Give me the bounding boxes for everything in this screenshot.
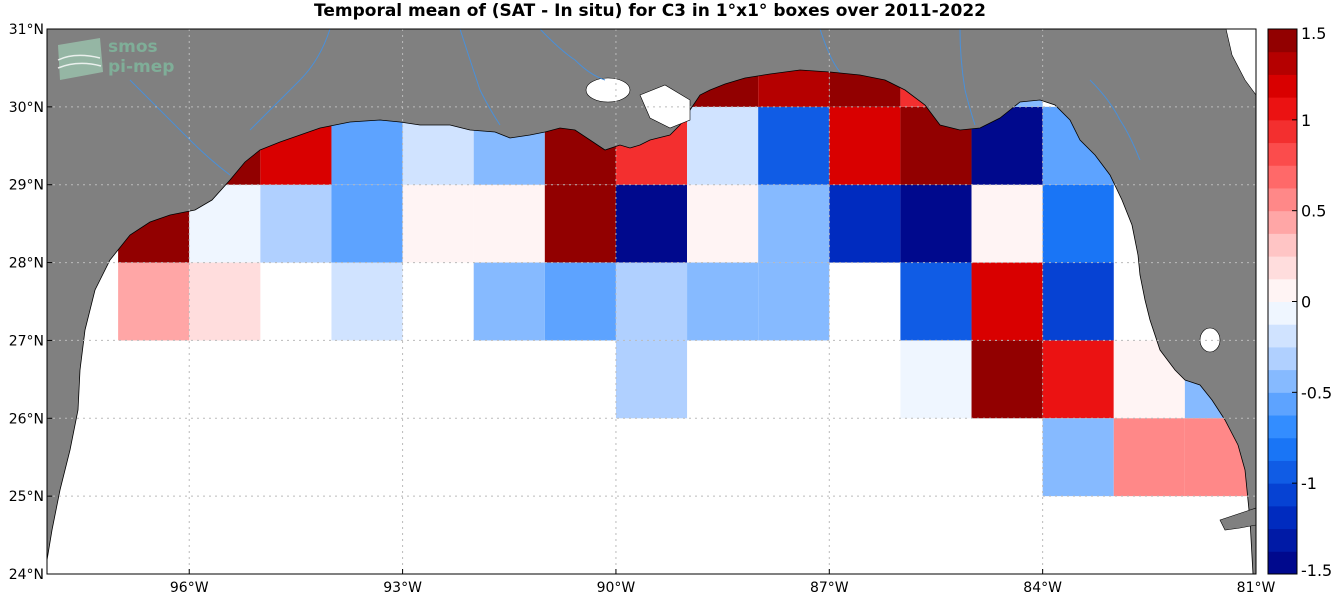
- colorbar-step: [1268, 210, 1297, 234]
- colorbar-tick-label: -1.5: [1301, 561, 1332, 580]
- florida-keys-land: [1219, 507, 1256, 531]
- lon-tick-label: 87°W: [810, 580, 849, 594]
- heatmap-cell: [971, 340, 1043, 419]
- colorbar-step: [1268, 324, 1297, 348]
- heatmap-cell: [260, 184, 332, 263]
- colorbar-step: [1268, 51, 1297, 75]
- lat-tick-label: 29°N: [9, 178, 44, 194]
- heatmap-cell: [758, 106, 830, 185]
- lat-tick-label: 27°N: [9, 333, 44, 349]
- colorbar-tick-label: 1.5: [1301, 24, 1326, 43]
- lat-tick-label: 30°N: [9, 100, 44, 116]
- lat-tick-label: 25°N: [9, 489, 44, 505]
- heatmap-cell: [615, 184, 688, 263]
- colorbar-step: [1268, 346, 1297, 371]
- logo-line1: smos: [108, 37, 158, 57]
- colorbar-step: [1268, 278, 1297, 302]
- atlantic-corner-water: [1225, 29, 1256, 96]
- colorbar-step: [1268, 437, 1297, 461]
- colorbar-step: [1268, 97, 1297, 121]
- colorbar-step: [1268, 483, 1297, 507]
- heatmap-cell: [1042, 184, 1114, 263]
- heatmap-cell: [473, 184, 545, 263]
- heatmap-cell: [829, 106, 901, 185]
- lon-tick-label: 93°W: [383, 580, 422, 594]
- lat-tick-label: 26°N: [9, 411, 44, 427]
- us-gulf-coast-land: [47, 29, 1256, 574]
- heatmap-cell: [1113, 418, 1185, 497]
- rivers: [129, 29, 1141, 176]
- heatmap-cell: [687, 184, 759, 263]
- colorbar-tick-label: -1: [1301, 474, 1317, 493]
- logo-flag-icon: [58, 38, 103, 80]
- colorbar-step: [1268, 528, 1297, 552]
- colorbar-step: [1268, 142, 1297, 166]
- lat-tick-label: 28°N: [9, 256, 44, 272]
- heatmap-cell: [1042, 262, 1114, 341]
- heatmap-cell: [900, 340, 972, 419]
- heatmap-cell: [331, 184, 403, 263]
- colorbar-step: [1268, 301, 1297, 325]
- heatmap-cell: [971, 184, 1043, 263]
- heatmap-cell: [687, 106, 759, 185]
- lat-axis: 24°N 25°N 26°N 27°N 28°N 29°N 30°N 31°N: [9, 22, 52, 583]
- colorbar-tick-label: 0.5: [1301, 202, 1326, 221]
- lat-tick-label: 31°N: [9, 22, 44, 38]
- heatmap-cell: [900, 262, 972, 341]
- colorbar-step: [1268, 392, 1297, 416]
- colorbar-step: [1268, 460, 1297, 484]
- heatmap-cell: [189, 262, 261, 341]
- colorbar-step: [1268, 119, 1297, 144]
- colorbar-step: [1268, 74, 1297, 98]
- lon-tick-label: 96°W: [170, 580, 209, 594]
- colorbar-step: [1268, 165, 1297, 189]
- colorbar-step: [1268, 256, 1297, 280]
- colorbar-step: [1268, 187, 1297, 212]
- plot-frame: [46, 28, 1257, 575]
- colorbar-tick-label: 1: [1301, 111, 1311, 130]
- lat-tick-label: 24°N: [9, 567, 44, 583]
- colorbar-step: [1268, 369, 1297, 393]
- heatmap-cell: [615, 340, 688, 419]
- map-title: Temporal mean of (SAT - In situ) for C3 …: [314, 1, 986, 21]
- heatmap-cell: [544, 262, 616, 341]
- lon-tick-label: 84°W: [1023, 580, 1062, 594]
- colorbar-step: [1268, 505, 1297, 530]
- colorbar-step: [1268, 233, 1297, 257]
- heatmap-cell: [331, 262, 403, 341]
- heatmap-cell: [829, 184, 901, 263]
- colorbar-tick-label: -0.5: [1301, 383, 1332, 402]
- colorbar-tick-label: 0: [1301, 293, 1311, 312]
- lon-tick-label: 81°W: [1237, 580, 1276, 594]
- heatmap-cell: [758, 184, 830, 263]
- heatmap-cell: [473, 262, 545, 341]
- heatmap-cell: [687, 262, 759, 341]
- heatmap-cell: [402, 184, 474, 263]
- heatmap-cell: [971, 262, 1043, 341]
- heatmap-cell: [544, 184, 616, 263]
- heatmap-cell: [1042, 418, 1114, 497]
- smos-pimep-logo: smos pi-mep: [57, 37, 174, 80]
- lon-tick-label: 90°W: [597, 580, 636, 594]
- heatmap-cell: [1042, 340, 1114, 419]
- heatmap-cell: [758, 262, 830, 341]
- colorbar-ticks: 1.5 1 0.5 0 -0.5 -1 -1.5: [1292, 24, 1332, 580]
- heatmap-cell: [900, 184, 972, 263]
- colorbar-step: [1268, 551, 1297, 575]
- heatmap-cell: [118, 262, 190, 341]
- grid-lines: [47, 29, 1256, 574]
- colorbar-step: [1268, 29, 1297, 53]
- logo-line2: pi-mep: [108, 57, 174, 77]
- lon-axis: 96°W 93°W 90°W 87°W 84°W 81°W: [170, 569, 1276, 594]
- colorbar: 1.5 1 0.5 0 -0.5 -1 -1.5: [1267, 24, 1332, 580]
- lake-pontchartrain: [585, 77, 631, 103]
- heatmap-cell: [615, 262, 688, 341]
- colorbar-steps: [1268, 29, 1297, 575]
- colorbar-step: [1268, 415, 1297, 439]
